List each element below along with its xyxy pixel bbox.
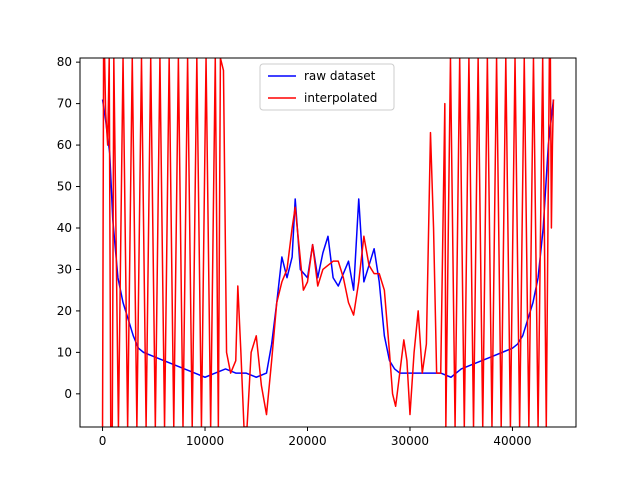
x-tick-label: 0: [99, 434, 107, 448]
series-line-interpolated: [101, 58, 555, 427]
y-tick-label: 30: [57, 262, 72, 276]
y-tick-label: 10: [57, 345, 72, 359]
y-tick-label: 0: [64, 387, 72, 401]
y-tick-label: 40: [57, 221, 72, 235]
y-tick-label: 20: [57, 304, 72, 318]
plot-area-frame: [79, 57, 577, 428]
legend-label-interpolated: interpolated: [304, 91, 377, 105]
x-tick-label: 20000: [288, 434, 326, 448]
x-tick-label: 10000: [186, 434, 224, 448]
legend-label-raw-dataset: raw dataset: [304, 69, 376, 83]
y-tick-label: 70: [57, 97, 72, 111]
y-tick-label: 60: [57, 138, 72, 152]
y-tick-label: 80: [57, 55, 72, 69]
y-tick-label: 50: [57, 180, 72, 194]
x-tick-label: 40000: [493, 434, 531, 448]
x-tick-label: 30000: [391, 434, 429, 448]
